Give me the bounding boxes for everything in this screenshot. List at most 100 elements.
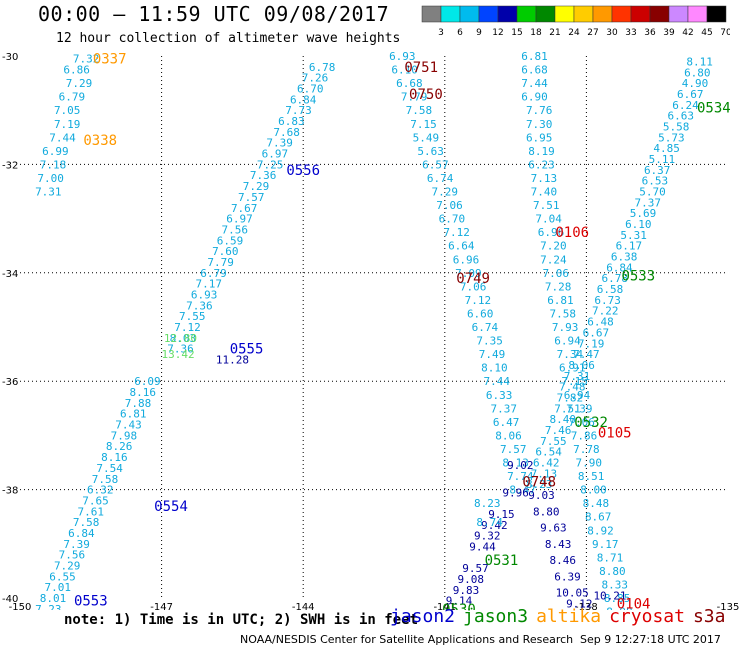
swh-value: 6.81	[521, 50, 548, 63]
swh-value: 6.78	[309, 61, 336, 74]
swh-value: 6.93	[389, 50, 416, 63]
swh-value: 6.79	[200, 267, 227, 280]
colorbar-label: 3	[438, 28, 444, 38]
swh-value: 7.58	[92, 473, 119, 486]
swh-value: 6.10	[391, 64, 418, 77]
swh-value: 5.69	[630, 207, 657, 220]
swh-value: 7.15	[561, 375, 588, 388]
swh-value: 7.76	[526, 104, 553, 117]
colorbar-label: 18	[530, 28, 542, 38]
colorbar-label: 70	[720, 28, 730, 38]
swh-value: 7.37	[635, 196, 662, 209]
swh-value: 8.47	[509, 484, 536, 497]
lon-tick-label: -147	[150, 602, 173, 610]
pass-label: 0337	[93, 52, 127, 68]
swh-value: 9.32	[474, 530, 501, 543]
swh-value: 7.44	[49, 131, 76, 144]
swh-value: 8.85	[604, 592, 631, 605]
lat-tick-label: -40	[2, 594, 18, 605]
swh-value: 6.84	[606, 261, 633, 274]
colorbar-label: 45	[701, 28, 712, 38]
swh-value: 6.95	[526, 131, 553, 144]
swh-value: 6.84	[290, 93, 317, 106]
swh-value: 7.13	[531, 467, 558, 480]
colorbar-swatch	[706, 5, 727, 23]
swh-value: 6.67	[677, 88, 704, 101]
swh-value: 7.88	[125, 397, 152, 410]
swh-value: 8.03	[170, 332, 197, 345]
lon-tick-label: -141	[433, 602, 456, 610]
swh-value: 6.81	[120, 408, 147, 421]
swh-value: 9.12	[566, 597, 593, 610]
swh-value: 6.97	[262, 148, 289, 161]
swh-value: 5.63	[417, 145, 444, 158]
swh-value: 6.37	[644, 164, 671, 177]
pass-label: 0104	[617, 596, 651, 610]
swh-value: 7.56	[222, 223, 249, 236]
swh-value: 9.83	[453, 584, 480, 597]
swh-value: 7.98	[111, 429, 138, 442]
swh-value: 7.31	[564, 370, 591, 383]
pass-label: 0530	[442, 602, 476, 610]
colorbar-label: 33	[625, 28, 636, 38]
swh-value: 6.48	[587, 316, 614, 329]
swh-value: 6.55	[49, 570, 76, 583]
swh-value: 7.29	[432, 186, 459, 199]
legend-altika: altika	[536, 606, 602, 627]
swh-value: 6.64	[448, 240, 475, 253]
swh-value: 7.74	[507, 470, 534, 483]
swh-value: 7.31	[35, 186, 62, 199]
swh-value: 9.57	[462, 562, 489, 575]
swh-value: 8.16	[129, 386, 156, 399]
swh-value: 4.90	[682, 77, 709, 90]
swh-value: 6.99	[42, 145, 69, 158]
credit-line: NOAA/NESDIS Center for Satellite Applica…	[240, 633, 574, 646]
swh-value: 8.51	[578, 470, 605, 483]
swh-value: 7.57	[238, 191, 265, 204]
swh-value: 4.85	[653, 142, 680, 155]
swh-value: 6.59	[217, 234, 244, 247]
swh-value: 8.74	[476, 516, 503, 529]
swh-value: 8.11	[686, 55, 713, 68]
swh-value: 7.19	[54, 118, 81, 131]
swh-value: 9.08	[458, 573, 485, 586]
pass-label: 0554	[154, 499, 188, 515]
swh-value: 7.58	[406, 104, 433, 117]
swh-value: 8.00	[580, 484, 607, 497]
lat-tick-label: -32	[2, 160, 18, 171]
chart-title: 00:00 — 11:59 UTC 09/08/2017	[38, 2, 390, 26]
swh-value: 6.73	[594, 294, 621, 307]
swh-value: 9.17	[592, 538, 619, 551]
swh-value: 7.12	[465, 294, 492, 307]
swh-value: 6.33	[486, 389, 513, 402]
swh-value: 7.39	[266, 137, 293, 150]
swh-value: 7.15	[410, 118, 437, 131]
swh-value: 6.17	[616, 240, 643, 253]
swh-value: 6.96	[538, 226, 565, 239]
swh-value: 7.57	[500, 443, 527, 456]
swh-value: 7.60	[212, 245, 239, 258]
swh-value: 6.70	[439, 213, 466, 226]
swh-value: 7.22	[592, 305, 619, 318]
swh-value: 7.29	[66, 77, 93, 90]
swh-value: 7.55	[179, 310, 206, 323]
swh-value: 8.92	[587, 524, 614, 537]
swh-value: 9.14	[446, 595, 473, 608]
colorbar-label: 39	[663, 28, 675, 38]
pass-label: 0531	[485, 553, 519, 569]
legend-jason2: jason2	[390, 606, 456, 627]
swh-value: 5.11	[649, 153, 676, 166]
swh-value: 7.37	[491, 402, 518, 415]
pass-label: 0556	[286, 163, 320, 179]
swh-value: 7.51	[554, 402, 581, 415]
swh-value: 7.06	[542, 267, 569, 280]
pass-label: 0534	[697, 100, 731, 116]
swh-value: 6.78	[601, 272, 628, 285]
swh-value: 10.21	[593, 589, 626, 602]
swh-value: 7.48	[559, 381, 586, 394]
swh-value: 7.19	[578, 337, 605, 350]
swh-value: 7.26	[302, 72, 329, 85]
swh-value: 6.79	[59, 91, 86, 104]
swh-value: 8.40	[550, 413, 577, 426]
swh-value: 9.96	[502, 486, 529, 499]
